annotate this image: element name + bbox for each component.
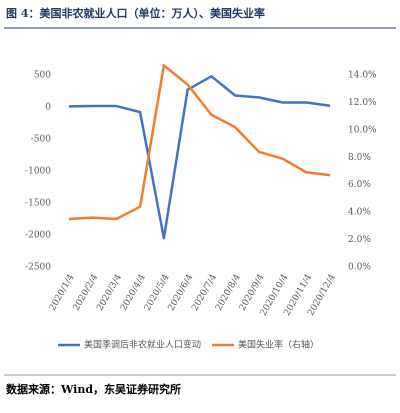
- y2-tick-label: 6.0%: [348, 180, 371, 190]
- series-line: [68, 64, 331, 221]
- y-tick-label: -2500: [25, 263, 51, 273]
- legend-label: 美国失业率（右轴）: [238, 339, 319, 351]
- y-tick-label: -2000: [25, 231, 51, 241]
- y2-tick-label: 2.0%: [348, 235, 371, 245]
- y-tick-label: 500: [34, 71, 51, 81]
- y2-tick-label: 10.0%: [348, 125, 377, 135]
- source: 数据来源：Wind，东吴证券研究所: [6, 382, 181, 396]
- chart-title: 图 4：美国非农就业人口（单位：万人）、美国失业率: [6, 6, 265, 20]
- series-line: [68, 75, 331, 240]
- y2-tick-label: 8.0%: [348, 153, 371, 163]
- y-tick-label: -1500: [25, 199, 51, 209]
- y-tick-label: -500: [31, 135, 51, 145]
- y2-tick-label: 14.0%: [348, 71, 377, 81]
- y-tick-label: -1000: [25, 167, 51, 177]
- y2-tick-label: 0.0%: [348, 263, 371, 273]
- y2-tick-label: 12.0%: [348, 98, 377, 108]
- legend-label: 美国季调后非农就业人口变动: [84, 339, 201, 351]
- y-tick-label: 0: [45, 103, 51, 113]
- y2-tick-label: 4.0%: [348, 208, 371, 218]
